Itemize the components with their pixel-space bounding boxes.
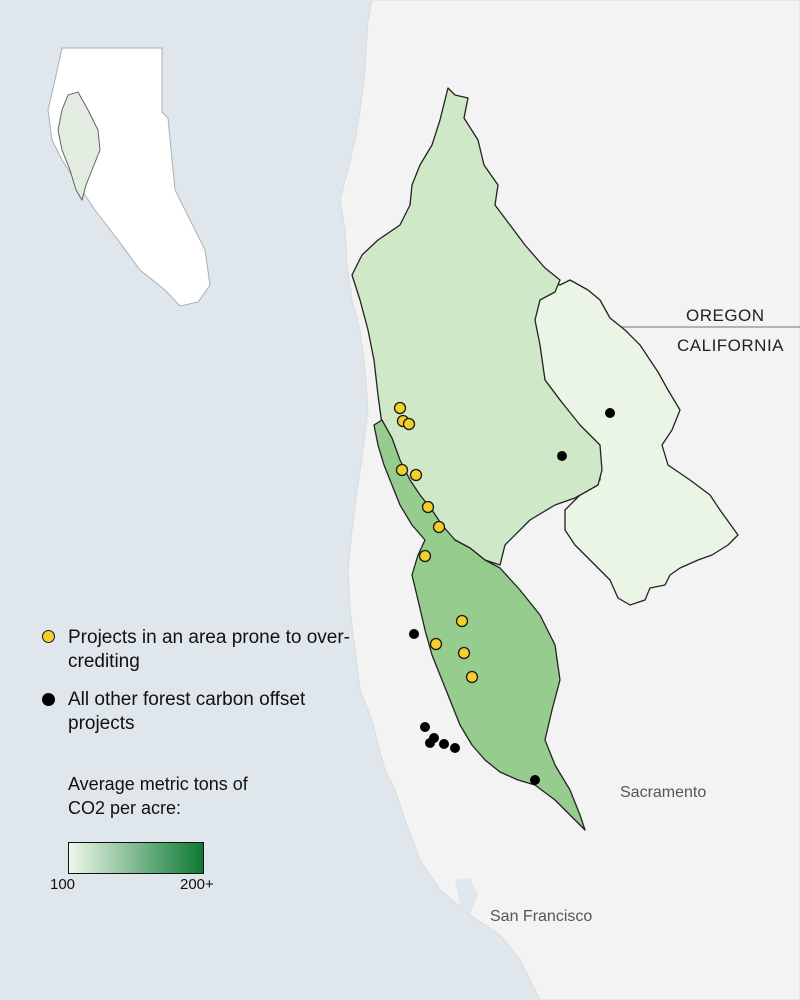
black-project-dots [409, 408, 615, 785]
black-project-dot[interactable] [420, 722, 430, 732]
black-project-dot[interactable] [605, 408, 615, 418]
region-north-mid [351, 87, 603, 566]
legend-scale-min: 100 [50, 876, 76, 893]
black-project-dot[interactable] [557, 451, 567, 461]
label-sacramento: Sacramento [620, 784, 706, 801]
yellow-project-dot[interactable] [395, 463, 409, 477]
legend-gradient-bar [68, 842, 204, 874]
yellow-project-dots [393, 401, 479, 684]
sf-bay [455, 878, 478, 915]
legend-scale-max: 200+ [180, 876, 214, 893]
black-project-dot[interactable] [450, 743, 460, 753]
black-project-dot[interactable] [530, 775, 540, 785]
legend-black-dot-icon [42, 693, 55, 706]
yellow-project-dot[interactable] [421, 500, 435, 514]
inset-california-map [47, 47, 211, 307]
legend-scale-title: Average metric tons of CO2 per acre: [68, 774, 248, 818]
label-oregon: OREGON [686, 306, 765, 325]
black-project-dot[interactable] [425, 738, 435, 748]
yellow-project-dot[interactable] [465, 670, 479, 684]
legend-black-label: All other forest carbon offset projects [68, 689, 306, 734]
yellow-project-dot[interactable] [393, 401, 407, 415]
yellow-project-dot[interactable] [418, 549, 432, 563]
label-california: CALIFORNIA [677, 336, 784, 355]
yellow-project-dot[interactable] [402, 417, 416, 431]
yellow-project-dot[interactable] [457, 646, 471, 660]
legend-yellow-dot-icon [42, 630, 55, 643]
yellow-project-dot[interactable] [429, 637, 443, 651]
yellow-project-dot[interactable] [409, 468, 423, 482]
label-san-francisco: San Francisco [490, 908, 592, 925]
yellow-project-dot[interactable] [432, 520, 446, 534]
yellow-project-dot[interactable] [455, 614, 469, 628]
legend-yellow-label: Projects in an area prone to over-credit… [68, 627, 350, 672]
black-project-dot[interactable] [409, 629, 419, 639]
black-project-dot[interactable] [439, 739, 449, 749]
